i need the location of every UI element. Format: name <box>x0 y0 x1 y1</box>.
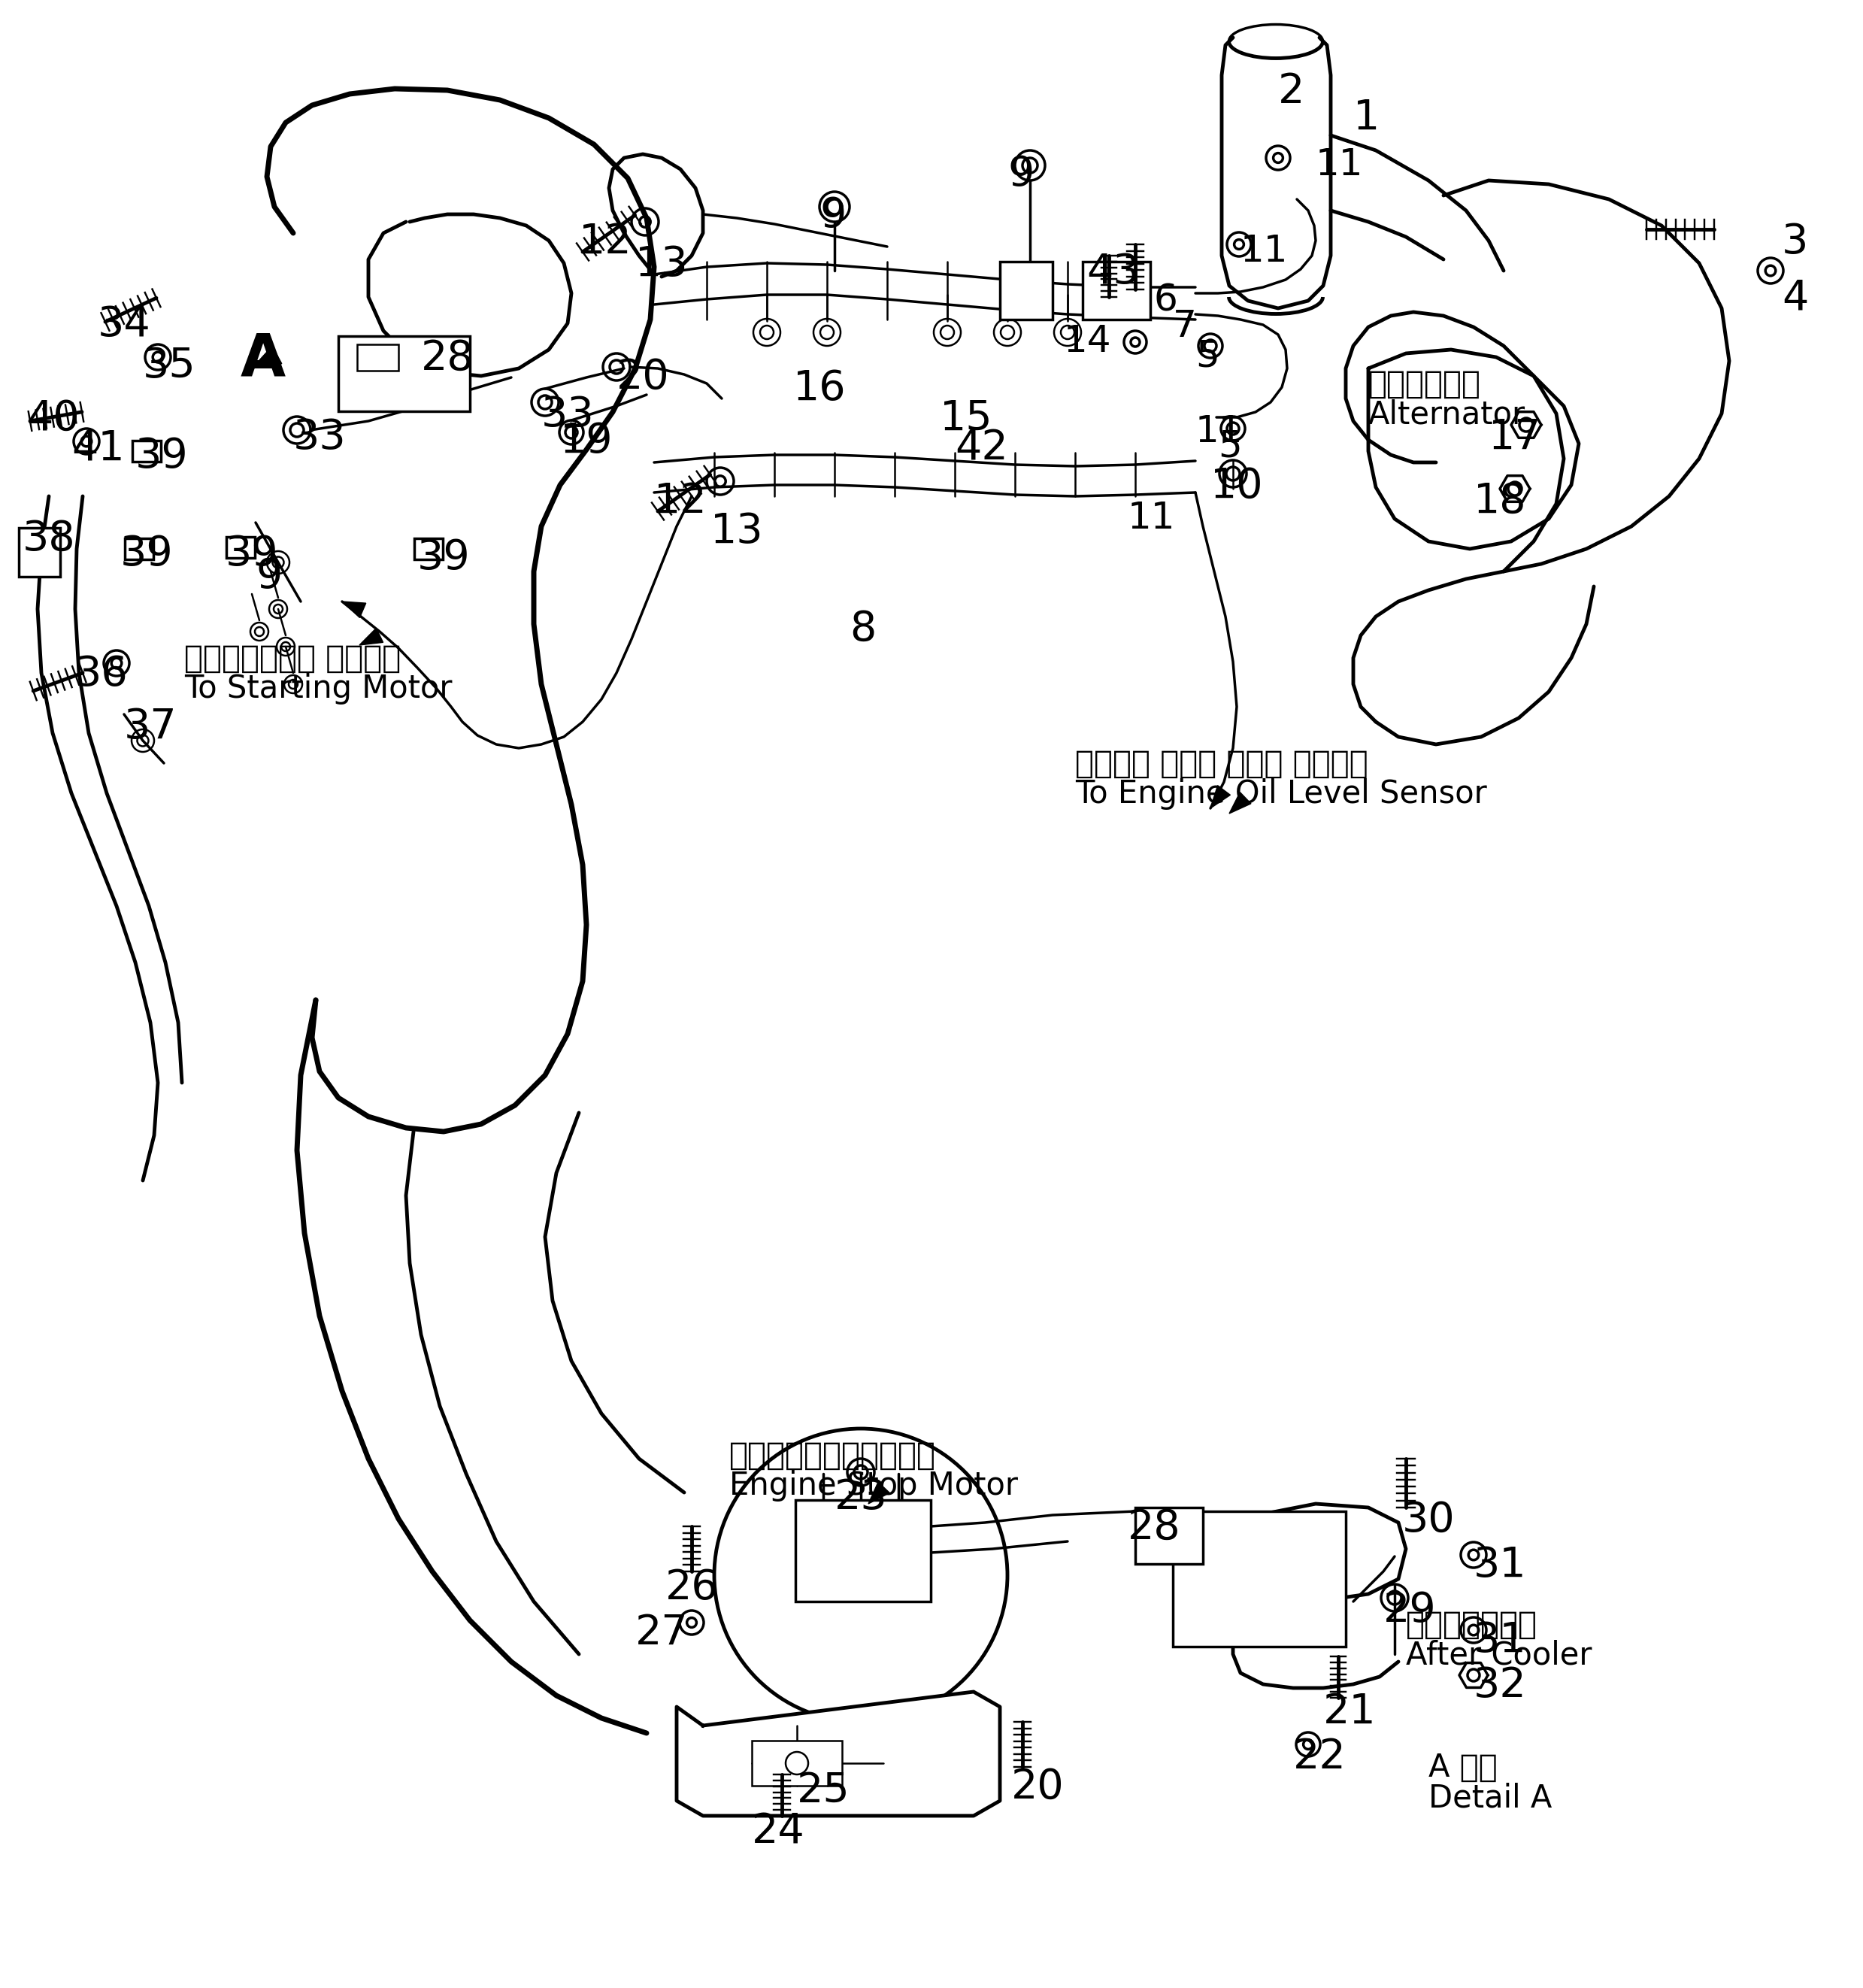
Text: After Cooler: After Cooler <box>1407 1640 1593 1670</box>
Text: 32: 32 <box>1474 1666 1528 1706</box>
Text: 18: 18 <box>1474 481 1526 521</box>
Text: A: A <box>240 330 285 388</box>
Text: To Engine Oil Level Sensor: To Engine Oil Level Sensor <box>1075 777 1487 809</box>
Text: 10: 10 <box>1211 465 1263 507</box>
Circle shape <box>714 1429 1008 1722</box>
Text: 28: 28 <box>1127 1507 1181 1549</box>
Text: 24: 24 <box>753 1811 805 1853</box>
Bar <box>1135 1507 1203 1565</box>
Text: 39: 39 <box>225 535 279 575</box>
Bar <box>753 1741 842 1785</box>
Text: 9: 9 <box>255 557 281 596</box>
Text: 39: 39 <box>417 537 469 579</box>
Bar <box>796 1501 932 1602</box>
Text: 15: 15 <box>939 398 993 439</box>
Text: 7: 7 <box>1174 308 1196 344</box>
Text: スターティング モータへ: スターティング モータへ <box>184 642 401 674</box>
Polygon shape <box>1230 793 1250 813</box>
Text: エンジン オイル レベル センサへ: エンジン オイル レベル センサへ <box>1075 747 1367 779</box>
Text: 4: 4 <box>1781 278 1809 318</box>
Text: 40: 40 <box>26 398 80 439</box>
Text: 14: 14 <box>1064 324 1112 360</box>
Text: 13: 13 <box>635 245 689 284</box>
Bar <box>1174 1511 1345 1646</box>
Text: オルタネータ: オルタネータ <box>1367 368 1481 400</box>
Polygon shape <box>1459 1662 1489 1688</box>
Text: 42: 42 <box>956 429 1008 469</box>
Text: 30: 30 <box>1403 1501 1455 1541</box>
Text: 3: 3 <box>1781 223 1809 262</box>
Text: 39: 39 <box>136 435 188 477</box>
Text: 41: 41 <box>71 429 125 469</box>
Text: 11: 11 <box>1241 233 1287 268</box>
Text: 5: 5 <box>1196 338 1218 374</box>
Text: 5: 5 <box>1218 429 1243 465</box>
Text: 9: 9 <box>1008 155 1034 195</box>
Polygon shape <box>252 346 281 368</box>
Text: エンジンストップモータ: エンジンストップモータ <box>728 1439 935 1471</box>
Bar <box>1000 262 1053 320</box>
Polygon shape <box>360 628 384 646</box>
Text: A 詳細: A 詳細 <box>1429 1751 1498 1783</box>
Text: 39: 39 <box>121 535 173 575</box>
Text: 20: 20 <box>617 358 669 398</box>
Text: 11: 11 <box>1196 414 1243 449</box>
Text: 11: 11 <box>1315 147 1364 183</box>
Text: 33: 33 <box>292 417 347 457</box>
Text: 31: 31 <box>1474 1620 1526 1660</box>
Text: 26: 26 <box>665 1569 719 1608</box>
Text: 36: 36 <box>75 654 129 694</box>
Text: 35: 35 <box>143 346 196 386</box>
Text: 13: 13 <box>710 511 764 553</box>
Bar <box>125 539 153 559</box>
Text: アフタークーラ: アフタークーラ <box>1407 1608 1537 1640</box>
Bar <box>132 441 160 461</box>
Text: 28: 28 <box>421 338 473 380</box>
Bar <box>225 537 255 559</box>
Text: 29: 29 <box>1384 1590 1436 1630</box>
Text: 31: 31 <box>1474 1545 1526 1586</box>
Text: 33: 33 <box>542 396 594 435</box>
Polygon shape <box>343 602 365 618</box>
Polygon shape <box>1211 785 1230 809</box>
Text: 27: 27 <box>635 1612 689 1654</box>
Text: Alternator: Alternator <box>1367 398 1526 429</box>
Bar <box>414 539 443 559</box>
Text: 8: 8 <box>850 608 876 650</box>
Text: To Starting Motor: To Starting Motor <box>184 674 453 704</box>
Text: 12: 12 <box>654 481 708 521</box>
Text: 43: 43 <box>1086 252 1140 292</box>
Text: 25: 25 <box>797 1771 850 1811</box>
Text: 6: 6 <box>1153 282 1177 318</box>
Text: 12: 12 <box>579 223 632 262</box>
Text: 11: 11 <box>1127 501 1176 537</box>
Text: Detail A: Detail A <box>1429 1781 1552 1813</box>
Bar <box>339 336 469 412</box>
Text: Engine Stop Motor: Engine Stop Motor <box>728 1469 1017 1501</box>
Polygon shape <box>1511 412 1541 437</box>
Text: 37: 37 <box>125 708 177 747</box>
Text: 2: 2 <box>1278 72 1304 111</box>
Text: 22: 22 <box>1293 1738 1347 1777</box>
Text: 9: 9 <box>820 195 846 237</box>
Bar <box>358 344 399 370</box>
Bar <box>1082 262 1149 320</box>
Text: 20: 20 <box>1012 1767 1064 1807</box>
Text: 16: 16 <box>794 368 846 410</box>
Text: 17: 17 <box>1489 417 1541 457</box>
Text: 21: 21 <box>1323 1692 1377 1732</box>
Text: 23: 23 <box>835 1477 887 1519</box>
Text: 1: 1 <box>1353 97 1380 139</box>
Bar <box>19 529 60 577</box>
Polygon shape <box>868 1481 891 1503</box>
Text: 38: 38 <box>22 519 76 559</box>
Polygon shape <box>676 1692 1000 1815</box>
Text: 34: 34 <box>97 304 151 346</box>
Text: 19: 19 <box>561 421 613 461</box>
Polygon shape <box>1500 475 1530 501</box>
